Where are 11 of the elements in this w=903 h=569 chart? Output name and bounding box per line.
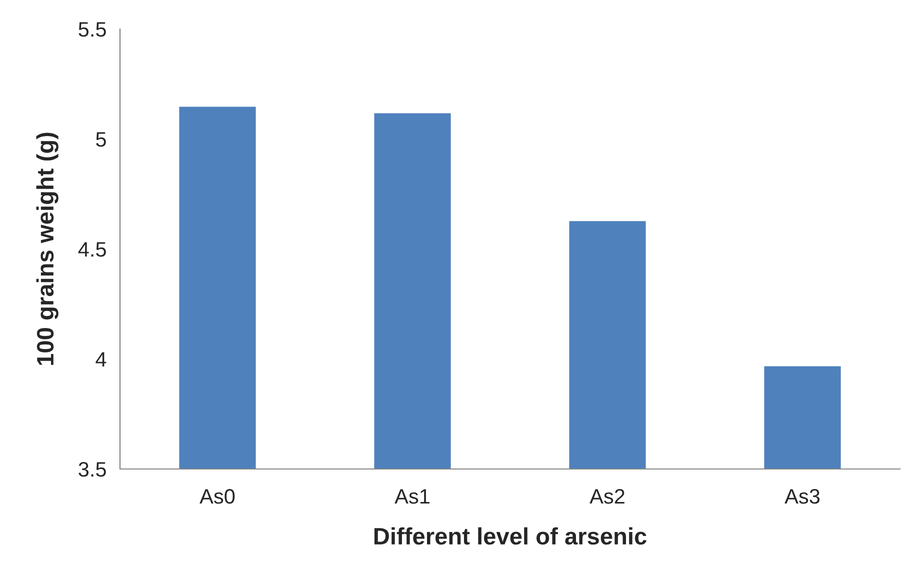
- x-tick-label: As2: [590, 488, 624, 504]
- y-tick-label: 3.5: [78, 462, 106, 477]
- y-axis-title: 100 grains weight (g): [36, 132, 58, 365]
- y-tick-label: 4: [96, 352, 106, 367]
- x-tick-label: As3: [784, 488, 820, 504]
- x-tick-label: As0: [200, 488, 235, 504]
- y-tick-label: 5: [96, 132, 106, 147]
- y-tick-label: 5.5: [78, 22, 106, 37]
- x-tick-label: As1: [394, 489, 430, 504]
- y-tick-label: 4.5: [78, 242, 106, 257]
- x-axis-title: Different level of arsenic: [374, 527, 646, 545]
